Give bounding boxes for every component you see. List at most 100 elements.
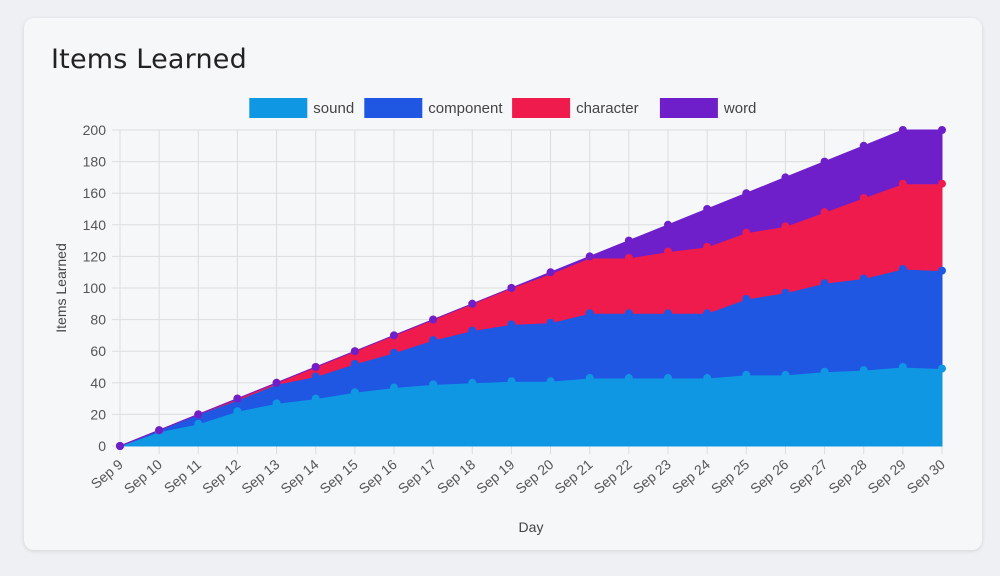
x-axis-label: Day [519,519,544,535]
point-character[interactable] [624,253,633,262]
y-tick-label: 40 [90,375,106,391]
point-word[interactable] [468,299,477,308]
y-tick-label: 180 [83,154,107,170]
point-component[interactable] [546,318,555,327]
point-word[interactable] [233,394,242,403]
point-sound[interactable] [781,370,790,379]
x-tick-label: Sep 15 [317,456,361,497]
series-areas [119,129,943,447]
point-sound[interactable] [585,374,594,383]
x-tick-label: Sep 16 [356,456,400,497]
x-tick-label: Sep 23 [630,456,674,497]
point-word[interactable] [859,141,868,150]
point-component[interactable] [507,320,516,329]
point-component[interactable] [664,309,672,318]
series-points [116,126,946,450]
point-sound[interactable] [938,364,946,373]
point-sound[interactable] [664,374,672,383]
point-component[interactable] [468,326,477,335]
y-axis-label: Items Learned [53,243,69,333]
point-component[interactable] [859,274,868,283]
point-character[interactable] [742,228,751,237]
point-word[interactable] [742,189,751,198]
x-tick-label: Sep 24 [669,456,713,497]
area-word[interactable] [119,129,943,447]
point-sound[interactable] [233,407,242,416]
point-word[interactable] [781,173,790,182]
point-sound[interactable] [898,363,907,371]
point-word[interactable] [624,236,633,245]
point-component[interactable] [703,309,712,318]
point-sound[interactable] [311,394,320,403]
point-character[interactable] [664,247,672,256]
point-character[interactable] [898,179,907,188]
legend-item-word[interactable]: word [659,98,757,118]
y-tick-labels: 0 20 40 60 80 100 120 140 160 180 200 [83,122,107,454]
point-component[interactable] [742,295,751,304]
point-word[interactable] [546,268,555,277]
point-sound[interactable] [859,366,868,375]
point-character[interactable] [820,208,829,217]
y-tick-label: 60 [90,343,106,359]
point-component[interactable] [311,372,320,381]
legend-item-sound[interactable]: sound [249,98,354,118]
x-tick-label: Sep 19 [473,456,517,497]
point-sound[interactable] [468,378,477,387]
point-character[interactable] [859,193,868,202]
point-sound[interactable] [390,383,398,392]
point-component[interactable] [585,309,594,318]
point-component[interactable] [350,359,359,368]
point-word[interactable] [820,157,829,166]
point-sound[interactable] [546,377,555,386]
point-sound[interactable] [194,419,203,428]
point-component[interactable] [429,336,438,345]
x-tick-label: Sep 21 [551,456,595,497]
legend-item-character[interactable]: character [512,98,639,118]
point-sound[interactable] [429,380,438,389]
point-word[interactable] [664,220,672,229]
legend-item-component[interactable]: component [364,98,503,118]
point-word[interactable] [938,126,946,134]
point-word[interactable] [585,252,594,261]
point-word[interactable] [194,410,203,419]
point-word[interactable] [507,284,516,292]
legend-label: word [723,100,757,117]
legend-label: component [428,100,503,117]
point-component[interactable] [624,309,633,318]
point-sound[interactable] [703,374,712,383]
point-component[interactable] [390,348,398,357]
point-character[interactable] [703,242,712,251]
point-character[interactable] [938,179,946,188]
point-word[interactable] [272,378,281,387]
point-sound[interactable] [820,367,829,376]
point-character[interactable] [781,222,790,231]
x-tick-label: Sep 10 [121,456,165,497]
x-tick-label: Sep 30 [904,456,948,497]
point-sound[interactable] [272,399,281,408]
x-tick-label: Sep 11 [161,456,205,496]
point-word[interactable] [703,205,712,213]
point-word[interactable] [390,331,398,340]
x-tick-label: Sep 26 [747,456,791,497]
point-sound[interactable] [742,370,751,379]
point-word[interactable] [350,347,359,356]
x-tick-label: Sep 20 [512,456,556,497]
point-component[interactable] [898,265,907,274]
point-sound[interactable] [507,377,516,386]
point-component[interactable] [938,266,946,275]
point-word[interactable] [116,442,124,450]
legend-swatch [512,98,571,118]
point-word[interactable] [898,126,907,134]
point-word[interactable] [155,426,164,435]
legend-swatch [249,98,308,118]
y-tick-label: 0 [98,438,106,454]
point-sound[interactable] [624,374,633,383]
x-tick-label: Sep 27 [786,456,830,497]
x-tick-label: Sep 12 [199,456,243,497]
point-sound[interactable] [350,388,359,397]
point-word[interactable] [311,363,320,371]
point-word[interactable] [429,315,438,324]
point-component[interactable] [781,288,790,297]
point-component[interactable] [820,279,829,288]
